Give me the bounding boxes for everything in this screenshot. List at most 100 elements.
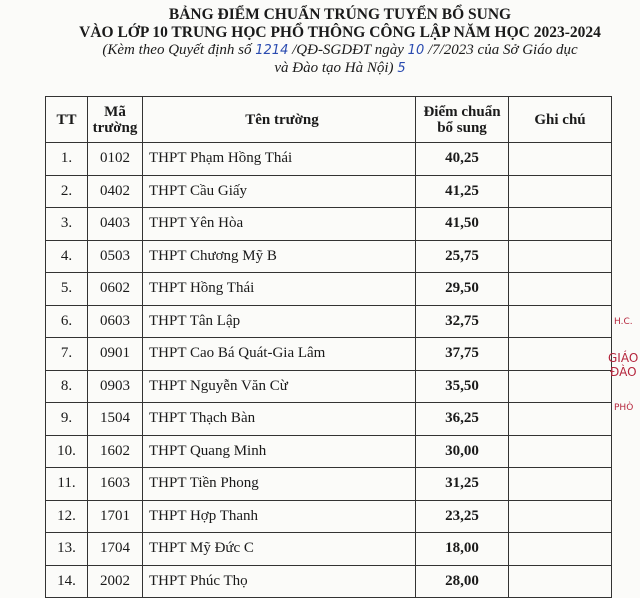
cell-diem-chuan: 36,25 [415,402,509,436]
cell-ten-truong: THPT Phạm Hồng Thái [142,142,416,176]
cell-ten-truong: THPT Tiền Phong [142,467,416,501]
cell-diem-chuan: 35,50 [415,369,509,403]
cell-tt: 11. [45,467,88,501]
cell-ghi-chu [508,434,612,468]
cell-tt: 13. [45,532,88,566]
column-header-ma-truong: Mã trường [87,96,143,143]
handwritten-mark: 5 [397,61,406,76]
subtitle-text: và Đào tạo Hà Nội) [274,60,394,76]
stamp-text: H.C. [614,317,633,327]
cell-ma-truong: 0603 [87,304,143,338]
document-subtitle: (Kèm theo Quyết định số 1214 /QĐ-SGDĐT n… [20,42,640,59]
table-row: 11. 1603 THPT Tiền Phong 31,25 [45,467,612,501]
cell-diem-chuan: 18,00 [415,532,509,566]
cell-diem-chuan: 37,75 [415,337,509,371]
cell-ma-truong: 1704 [87,532,143,566]
column-header-tt: TT [45,96,88,143]
subtitle-text: /QĐ-SGDĐT ngày [288,42,408,58]
cell-ten-truong: THPT Cầu Giấy [142,174,416,208]
cell-tt: 6. [45,304,88,338]
cell-tt: 4. [45,239,88,273]
table-row: 3. 0403 THPT Yên Hòa 41,50 [45,207,612,241]
table-row: 4. 0503 THPT Chương Mỹ B 25,75 [45,239,612,273]
cell-ten-truong: THPT Chương Mỹ B [142,239,416,273]
document-subtitle-line2: và Đào tạo Hà Nội) 5 [20,60,640,77]
table-row: 6. 0603 THPT Tân Lập 32,75 [45,304,612,338]
cell-ma-truong: 0403 [87,207,143,241]
column-header-ten-truong: Tên trường [142,96,416,143]
cell-tt: 12. [45,499,88,533]
decision-day: 10 [407,43,425,58]
cell-tt: 9. [45,402,88,436]
subtitle-text: (Kèm theo Quyết định số [102,42,256,58]
cell-diem-chuan: 32,75 [415,304,509,338]
table-row: 10. 1602 THPT Quang Minh 30,00 [45,434,612,468]
table-row: 14. 2002 THPT Phúc Thọ 28,00 [45,564,612,598]
subtitle-text: /7/2023 của Sở Giáo dục [424,42,578,58]
cell-ten-truong: THPT Tân Lập [142,304,416,338]
cell-ghi-chu [508,239,612,273]
cell-ma-truong: 0503 [87,239,143,273]
decision-number: 1214 [255,43,289,58]
table-header-row: TT Mã trường Tên trường Điểm chuẩn bổ su… [45,96,612,143]
cell-ma-truong: 1504 [87,402,143,436]
table-row: 12. 1701 THPT Hợp Thanh 23,25 [45,499,612,533]
cell-ten-truong: THPT Hồng Thái [142,272,416,306]
cell-diem-chuan: 23,25 [415,499,509,533]
cell-ma-truong: 0901 [87,337,143,371]
cell-diem-chuan: 41,25 [415,174,509,208]
table-row: 1. 0102 THPT Phạm Hồng Thái 40,25 [45,142,612,176]
cell-ghi-chu [508,304,612,338]
stamp-text: PHÒ [614,403,634,413]
cell-ghi-chu [508,402,612,436]
cell-ghi-chu [508,337,612,371]
cell-ten-truong: THPT Yên Hòa [142,207,416,241]
table-row: 7. 0901 THPT Cao Bá Quát-Gia Lâm 37,75 [45,337,612,371]
cell-ten-truong: THPT Quang Minh [142,434,416,468]
cell-ten-truong: THPT Phúc Thọ [142,564,416,598]
cell-ghi-chu [508,174,612,208]
cell-ten-truong: THPT Hợp Thanh [142,499,416,533]
cell-diem-chuan: 40,25 [415,142,509,176]
cell-ma-truong: 2002 [87,564,143,598]
cell-tt: 14. [45,564,88,598]
cell-ghi-chu [508,207,612,241]
cell-ten-truong: THPT Mỹ Đức C [142,532,416,566]
cell-tt: 1. [45,142,88,176]
cell-ghi-chu [508,564,612,598]
column-header-diem-chuan: Điểm chuẩn bổ sung [415,96,509,143]
cell-ma-truong: 0102 [87,142,143,176]
cell-ten-truong: THPT Nguyễn Văn Cừ [142,369,416,403]
cell-diem-chuan: 41,50 [415,207,509,241]
cell-ma-truong: 0903 [87,369,143,403]
stamp-text: GIÁO [608,351,639,365]
cell-diem-chuan: 30,00 [415,434,509,468]
stamp-text: ĐÀO T [610,365,640,379]
cell-ma-truong: 0602 [87,272,143,306]
cell-ten-truong: THPT Cao Bá Quát-Gia Lâm [142,337,416,371]
table-row: 2. 0402 THPT Cầu Giấy 41,25 [45,174,612,208]
table-row: 5. 0602 THPT Hồng Thái 29,50 [45,272,612,306]
cell-ma-truong: 1602 [87,434,143,468]
cell-diem-chuan: 25,75 [415,239,509,273]
cell-tt: 10. [45,434,88,468]
cell-diem-chuan: 28,00 [415,564,509,598]
column-header-ghi-chu: Ghi chú [508,96,612,143]
cell-ma-truong: 0402 [87,174,143,208]
cell-tt: 3. [45,207,88,241]
cell-tt: 8. [45,369,88,403]
cell-tt: 2. [45,174,88,208]
cell-ghi-chu [508,532,612,566]
document-title: BẢNG ĐIỂM CHUẨN TRÚNG TUYỂN BỔ SUNG [168,6,512,23]
cell-ghi-chu [508,272,612,306]
cell-ma-truong: 1701 [87,499,143,533]
document-title-line2: VÀO LỚP 10 TRUNG HỌC PHỔ THÔNG CÔNG LẬP … [79,24,601,41]
cell-tt: 7. [45,337,88,371]
official-stamp: H.C. GIÁO ĐÀO T PHÒ [606,300,640,420]
cell-ghi-chu [508,369,612,403]
cell-ten-truong: THPT Thạch Bàn [142,402,416,436]
cell-ghi-chu [508,499,612,533]
table-row: 8. 0903 THPT Nguyễn Văn Cừ 35,50 [45,369,612,403]
cell-ma-truong: 1603 [87,467,143,501]
cell-diem-chuan: 29,50 [415,272,509,306]
